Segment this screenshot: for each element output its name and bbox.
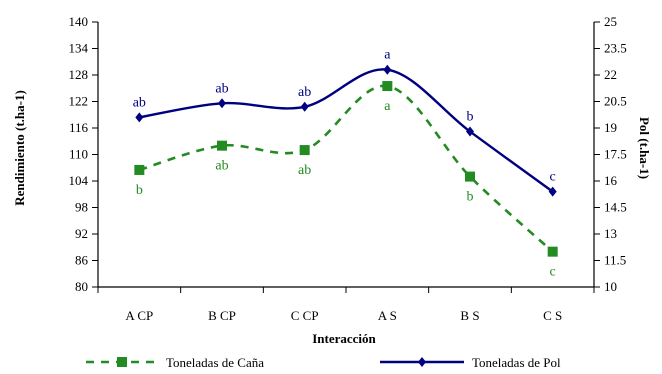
y-axis-left-label: Rendimiento (t.ha-1) <box>12 90 27 206</box>
y-left-tick-label: 134 <box>69 41 89 56</box>
y-right-tick-label: 13 <box>604 226 617 241</box>
x-tick-label: B S <box>460 308 479 323</box>
series-2-point <box>383 64 392 75</box>
y-left-tick-label: 110 <box>69 147 88 162</box>
series-2-data-label: b <box>467 110 474 125</box>
series-line-2 <box>139 68 554 193</box>
y-axis-right-label: Pol (t.ha-1) <box>637 117 652 179</box>
x-tick-label: C CP <box>291 308 319 323</box>
series-1-data-label: b <box>136 183 143 198</box>
series-2-data-label: ab <box>133 95 146 110</box>
y-left-tick-label: 80 <box>75 279 88 294</box>
legend-swatch-caña-marker <box>117 357 127 367</box>
series-1-point <box>465 171 475 182</box>
series-1-point <box>134 164 145 175</box>
y-left-tick-label: 128 <box>69 67 89 82</box>
y-left-tick-label: 140 <box>69 14 89 29</box>
series-1-point <box>217 140 227 151</box>
series-2-data-label: a <box>384 48 391 63</box>
series-line-1 <box>138 84 554 253</box>
legend: Toneladas de Caña Toneladas de Pol <box>86 355 561 370</box>
x-axis-label: Interacción <box>312 331 376 346</box>
y-right-tick-label: 16 <box>604 173 618 188</box>
y-right-tick-label: 14.5 <box>604 200 627 215</box>
series-2-point <box>548 186 557 197</box>
series-2-data-label: ab <box>215 81 228 96</box>
y-right-tick-label: 20.5 <box>604 94 627 109</box>
y-right-tick-label: 19 <box>604 120 617 135</box>
series-1-data-label: b <box>467 190 474 205</box>
legend-swatch-pol-marker <box>418 357 426 367</box>
y-left-tick-label: 98 <box>75 200 88 215</box>
axes-group <box>97 22 595 288</box>
y-left-tick-label: 122 <box>69 94 89 109</box>
x-axis-ticks: A CP B CP C CP A S B S C S <box>97 287 595 323</box>
series-1-point <box>547 246 558 257</box>
series-2-point <box>300 101 309 112</box>
y-right-tick-label: 17.5 <box>604 147 627 162</box>
y-right-tick-label: 22 <box>604 67 617 82</box>
legend-label-pol: Toneladas de Pol <box>472 355 561 370</box>
series-2-point <box>218 98 226 109</box>
y-right-tick-label: 23.5 <box>604 41 627 56</box>
x-tick-label: A S <box>378 308 397 323</box>
y-right-tick-label: 10 <box>604 279 617 294</box>
series-2-point <box>135 112 144 123</box>
y-left-tick-label: 116 <box>69 120 89 135</box>
series-1-data-label: c <box>550 265 556 280</box>
y-right-tick-label: 25 <box>604 14 617 29</box>
series-1-point <box>382 81 393 92</box>
series-2-point <box>466 126 474 137</box>
y-left-tick-label: 86 <box>75 253 89 268</box>
series-group <box>134 64 558 257</box>
y-left-tick-label: 104 <box>69 173 89 188</box>
series-1-data-label: ab <box>298 163 311 178</box>
series-2-data-label: c <box>550 170 556 185</box>
x-tick-label: B CP <box>208 308 236 323</box>
x-tick-label: A CP <box>125 308 153 323</box>
left-axis-ticks: 80 86 92 98 104 110 116 122 128 134 140 <box>69 14 98 294</box>
series-1-point <box>299 145 310 156</box>
y-right-tick-label: 11.5 <box>604 253 626 268</box>
series-1-data-label: ab <box>215 159 228 174</box>
legend-label-caña: Toneladas de Caña <box>166 355 264 370</box>
right-axis-ticks: 10 11.5 13 14.5 16 17.5 19 20.5 22 23.5 25 <box>594 14 627 294</box>
x-tick-label: C S <box>543 308 562 323</box>
y-left-tick-label: 92 <box>75 226 88 241</box>
series-1-data-label: a <box>384 99 391 114</box>
series-2-data-label: ab <box>298 85 311 100</box>
